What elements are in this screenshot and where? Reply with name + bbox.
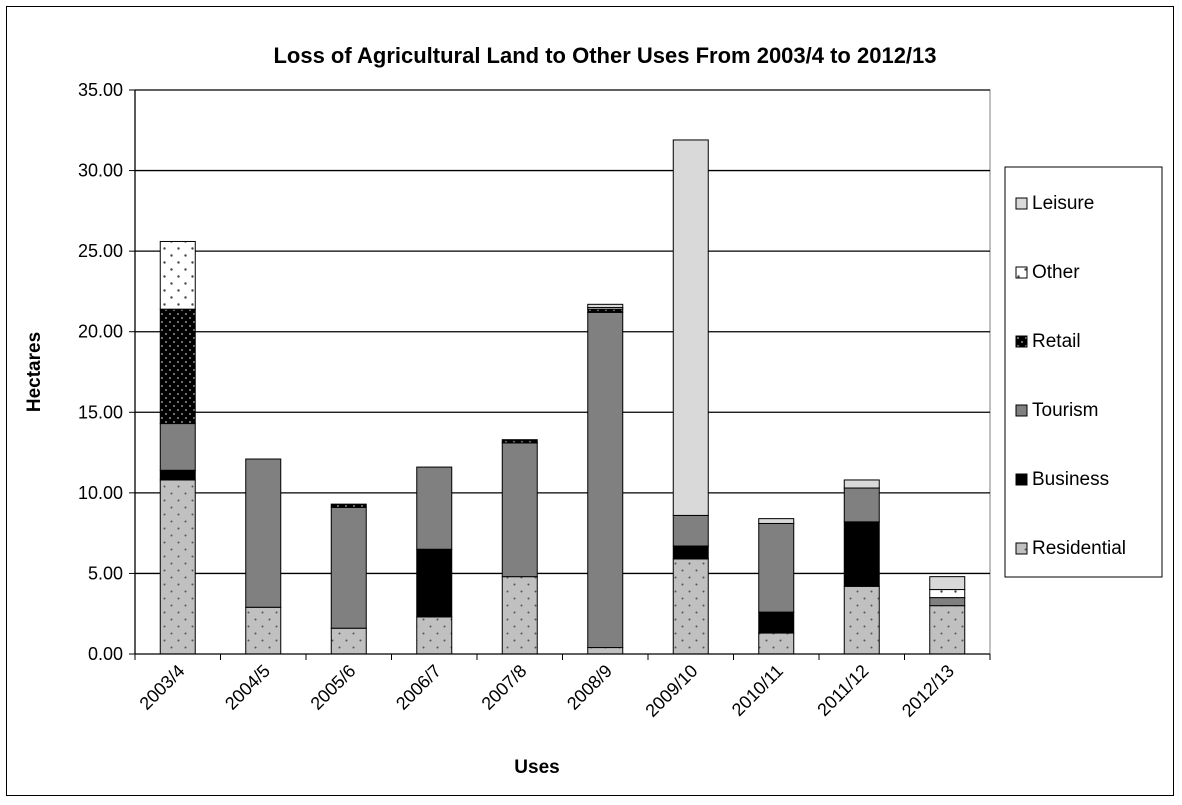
bar-residential-2011-12	[843, 585, 880, 655]
bar-tourism-2012-13	[929, 597, 966, 607]
x-tick-label: 2006/7	[392, 661, 445, 714]
legend-label-other: Other	[1032, 262, 1080, 283]
bar-leisure-2008-9	[587, 303, 624, 309]
chart-title: Loss of Agricultural Land to Other Uses …	[273, 43, 936, 68]
y-tick-label: 15.00	[78, 402, 123, 422]
x-tick-label: 2010/11	[728, 661, 787, 720]
bar-retail-2003-4	[159, 308, 196, 425]
y-tick-label: 0.00	[88, 644, 123, 664]
x-tick-label: 2003/4	[136, 661, 189, 714]
bar-tourism-2005-6	[330, 506, 367, 629]
bar-tourism-2009-10	[672, 514, 709, 547]
y-tick-label: 10.00	[78, 483, 123, 503]
legend-label-residential: Residential	[1032, 538, 1126, 559]
legend-swatch-retail	[1015, 335, 1028, 348]
bar-business-2011-12	[843, 521, 880, 587]
bar-tourism-2008-9	[587, 311, 624, 649]
axes	[134, 90, 991, 660]
bar-leisure-2010-11	[758, 518, 795, 524]
x-tick-label: 2007/8	[478, 661, 531, 714]
y-tick-label: 35.00	[78, 80, 123, 100]
x-axis-title: Uses	[514, 757, 559, 778]
x-tick-labels: 2003/4 2004/5 2005/6 2006/7 2007/8 2008/9 2009…	[136, 661, 959, 721]
legend-swatch-business	[1015, 473, 1028, 486]
bar-leisure-2009-10	[672, 139, 709, 516]
x-tick-label: 2009/10	[641, 661, 701, 721]
bars	[159, 139, 966, 655]
bar-residential-2012-13	[929, 605, 966, 655]
bar-residential-2003-4	[159, 479, 196, 655]
bar-tourism-2006-7	[416, 466, 453, 550]
bar-tourism-2007-8	[501, 442, 538, 578]
bar-residential-2010-11	[758, 632, 795, 655]
legend-swatch-tourism	[1015, 404, 1028, 417]
bar-tourism-2003-4	[159, 423, 196, 471]
bar-tourism-2010-11	[758, 522, 795, 613]
bar-retail-2005-6	[330, 503, 367, 508]
x-tick-label: 2012/13	[898, 661, 958, 721]
bar-leisure-2011-12	[843, 479, 880, 489]
legend-label-retail: Retail	[1032, 331, 1081, 352]
y-tick-label: 25.00	[78, 241, 123, 261]
x-tick-label: 2005/6	[307, 661, 360, 714]
x-tick-label: 2011/12	[813, 661, 872, 720]
bar-business-2003-4	[159, 469, 196, 481]
bar-other-2003-4	[159, 240, 196, 310]
y-tick-label: 5.00	[88, 563, 123, 583]
y-tick-labels: 0.00 5.00 10.00 15.00 20.00 25.00 30.00 35.00	[78, 80, 123, 664]
bar-residential-2009-10	[672, 558, 709, 655]
legend-label-business: Business	[1032, 469, 1109, 490]
y-axis-title: Hectares	[24, 332, 45, 412]
x-tick-label: 2008/9	[563, 661, 616, 714]
legend: Leisure Other Retail Tourism Business Reside…	[1004, 166, 1163, 578]
bar-residential-2004-5	[245, 606, 282, 655]
legend-label-leisure: Leisure	[1032, 193, 1094, 214]
bar-business-2006-7	[416, 548, 453, 618]
bar-tourism-2011-12	[843, 487, 880, 523]
bar-residential-2005-6	[330, 627, 367, 655]
y-tick-label: 30.00	[78, 161, 123, 181]
legend-box	[1004, 166, 1163, 578]
bar-residential-2006-7	[416, 616, 453, 655]
y-tick-label: 20.00	[78, 322, 123, 342]
bar-residential-2008-9	[587, 647, 624, 655]
bar-leisure-2012-13	[929, 576, 966, 591]
legend-label-tourism: Tourism	[1032, 400, 1099, 421]
legend-swatch-leisure	[1015, 197, 1028, 210]
legend-swatch-residential	[1015, 542, 1028, 555]
x-tick-label: 2004/5	[221, 661, 274, 714]
bar-business-2009-10	[672, 545, 709, 560]
bar-other-2012-13	[929, 589, 966, 599]
bar-retail-2007-8	[501, 439, 538, 444]
bar-tourism-2004-5	[245, 458, 282, 608]
bar-business-2010-11	[758, 611, 795, 634]
legend-swatch-other	[1015, 266, 1028, 279]
bar-residential-2007-8	[501, 576, 538, 655]
